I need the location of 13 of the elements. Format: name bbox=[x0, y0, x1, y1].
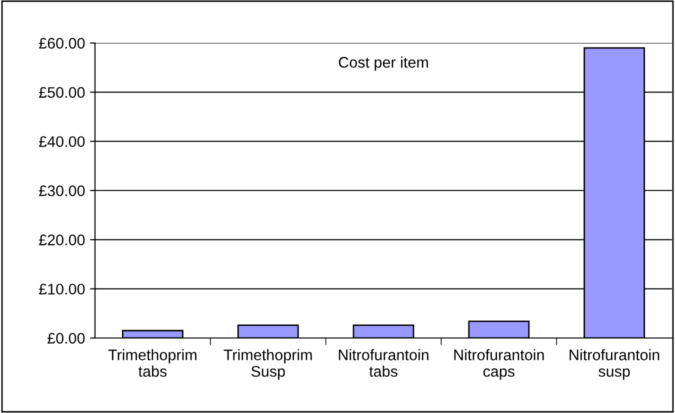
x-tick-label: Nitrofurantoin tabs bbox=[338, 349, 428, 377]
x-tick-label: Trimethoprim Susp bbox=[224, 349, 312, 380]
y-tick-label: £10.00 bbox=[38, 284, 85, 295]
y-tick-label: £0.00 bbox=[47, 332, 85, 344]
y-tick-label: £60.00 bbox=[38, 38, 85, 49]
x-tick-label: Nitrofurantoin susp bbox=[570, 349, 660, 380]
y-tick-label: £30.00 bbox=[38, 185, 85, 196]
x-tick-label: Trimethoprim tabs bbox=[108, 349, 196, 377]
y-tick-label: £20.00 bbox=[38, 234, 85, 246]
x-tick-label: Nitrofurantoin caps bbox=[454, 349, 544, 380]
y-tick-label: £40.00 bbox=[38, 136, 85, 148]
text: Cost per item bbox=[338, 56, 428, 71]
y-tick-label: £50.00 bbox=[38, 87, 85, 98]
